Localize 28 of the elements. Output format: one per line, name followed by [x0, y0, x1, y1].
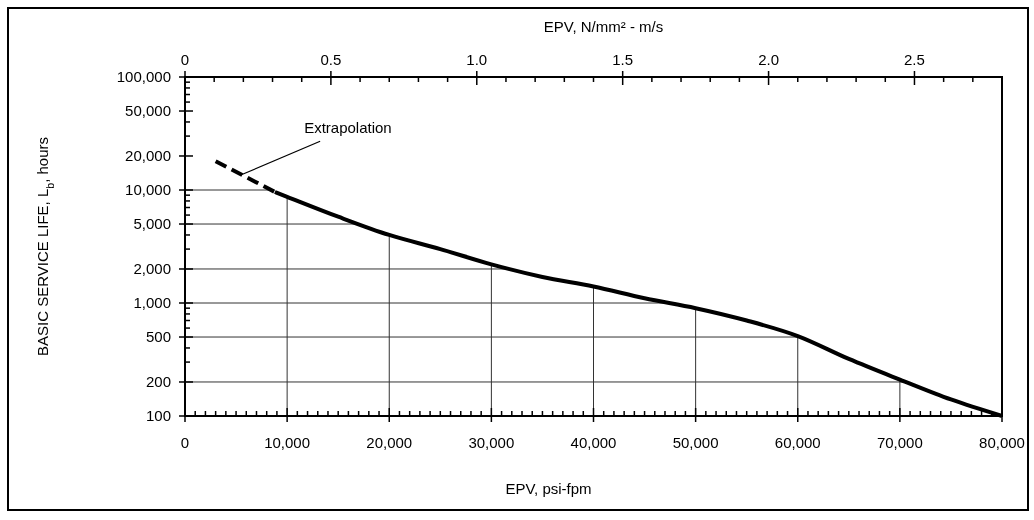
x-tick-label: 10,000	[264, 434, 311, 451]
y-tick-label: 100	[145, 407, 171, 424]
x2-tick-label: 1.5	[612, 51, 634, 68]
annotation: Extrapolation	[304, 119, 392, 137]
x2-tick-label: 2.0	[758, 51, 779, 68]
y-tick-label: 200	[145, 372, 171, 390]
x-tick-label: 80,000	[979, 434, 1025, 451]
x-tick-label: 60,000	[774, 434, 821, 451]
x-tick-label: 30,000	[468, 434, 515, 451]
x2-tick-label: 0	[180, 51, 190, 68]
x-tick-label: 50,000	[672, 434, 719, 451]
y-tick-label: 500	[145, 328, 171, 346]
y-tick-label: 50,000	[125, 102, 171, 120]
x2-tick-label: 1.0	[466, 51, 488, 68]
y-tick-label: 100,000	[116, 68, 171, 85]
x-tick-label: 70,000	[876, 434, 923, 451]
x2-tick-label: 0.5	[320, 51, 342, 68]
y-tick-label: 20,000	[125, 146, 171, 164]
y-tick-label: 10,000	[125, 181, 171, 198]
x-tick-label: 0	[180, 434, 190, 451]
x2-axis-title: EPV, N/mm² - m/s	[543, 18, 664, 35]
y-tick-label: 2,000	[133, 259, 171, 277]
y-tick-label: 1,000	[133, 294, 171, 311]
x-tick-label: 40,000	[570, 434, 617, 451]
y-tick-label: 5,000	[133, 215, 171, 233]
x-tick-label: 20,000	[366, 434, 413, 451]
x2-tick-label: 2.5	[904, 51, 925, 68]
x-axis-title: EPV, psi-fpm	[505, 480, 592, 497]
